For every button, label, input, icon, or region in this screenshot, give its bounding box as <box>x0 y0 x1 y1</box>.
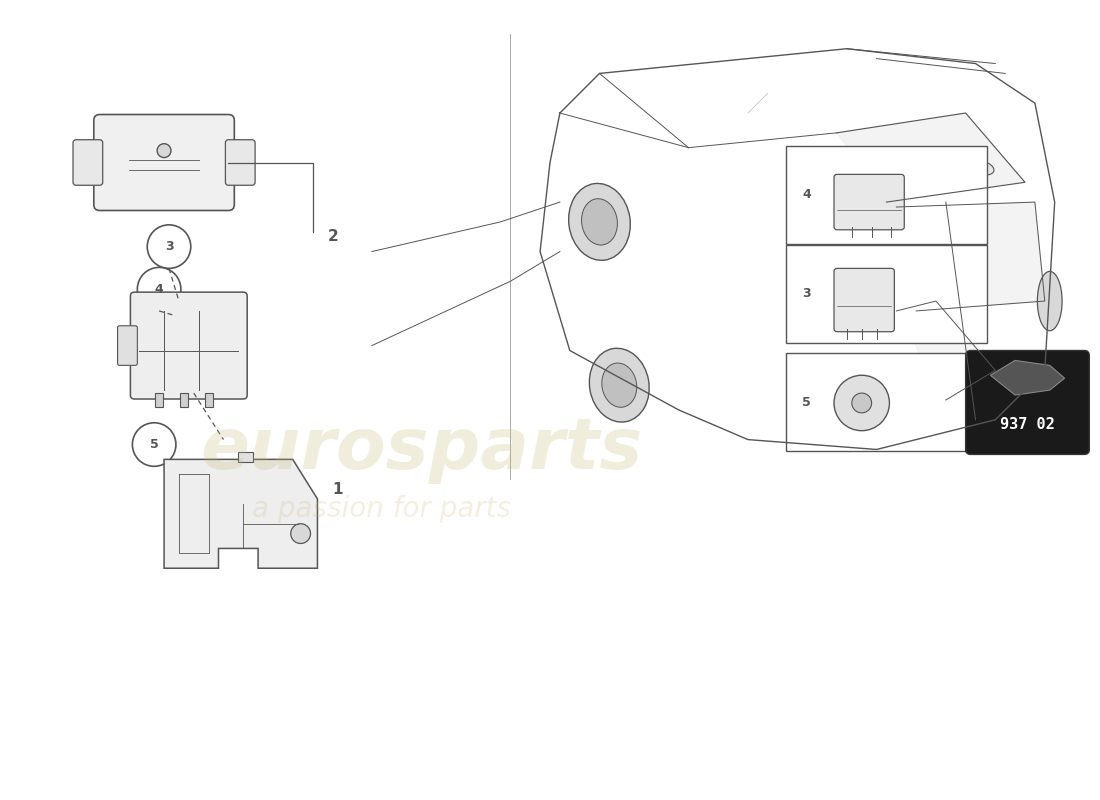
FancyBboxPatch shape <box>94 114 234 210</box>
FancyBboxPatch shape <box>785 245 988 342</box>
FancyBboxPatch shape <box>118 326 138 366</box>
Circle shape <box>132 422 176 466</box>
FancyBboxPatch shape <box>785 146 988 244</box>
Polygon shape <box>990 361 1065 395</box>
Text: 1: 1 <box>332 482 343 497</box>
Text: 5: 5 <box>802 397 811 410</box>
Text: a passion for parts: a passion for parts <box>252 495 512 523</box>
FancyBboxPatch shape <box>785 354 968 451</box>
FancyBboxPatch shape <box>226 140 255 186</box>
Ellipse shape <box>1037 271 1063 330</box>
Ellipse shape <box>967 160 994 175</box>
Circle shape <box>290 524 310 543</box>
Text: 937 02: 937 02 <box>1000 418 1055 432</box>
Polygon shape <box>896 301 996 400</box>
Polygon shape <box>164 459 318 568</box>
Text: 5: 5 <box>150 438 158 451</box>
Bar <box>239 453 253 462</box>
Ellipse shape <box>582 198 617 245</box>
Circle shape <box>834 375 890 430</box>
Text: 3: 3 <box>802 286 811 300</box>
Circle shape <box>851 393 871 413</box>
FancyBboxPatch shape <box>966 350 1089 454</box>
FancyBboxPatch shape <box>834 268 894 332</box>
FancyBboxPatch shape <box>73 140 102 186</box>
Ellipse shape <box>569 183 630 260</box>
Text: 3: 3 <box>165 240 174 253</box>
Circle shape <box>147 225 190 268</box>
Polygon shape <box>837 113 1025 202</box>
Bar <box>205 393 212 407</box>
FancyBboxPatch shape <box>834 174 904 230</box>
Circle shape <box>138 267 180 311</box>
FancyBboxPatch shape <box>131 292 248 399</box>
Bar <box>155 393 163 407</box>
Ellipse shape <box>590 348 649 422</box>
Text: 2: 2 <box>328 230 338 244</box>
Text: eurosparts: eurosparts <box>200 415 642 484</box>
Ellipse shape <box>1027 371 1053 429</box>
Ellipse shape <box>602 363 637 407</box>
Text: 4: 4 <box>155 282 164 296</box>
Bar <box>180 393 188 407</box>
Polygon shape <box>896 202 1045 311</box>
Text: 4: 4 <box>802 188 811 201</box>
Circle shape <box>157 144 170 158</box>
